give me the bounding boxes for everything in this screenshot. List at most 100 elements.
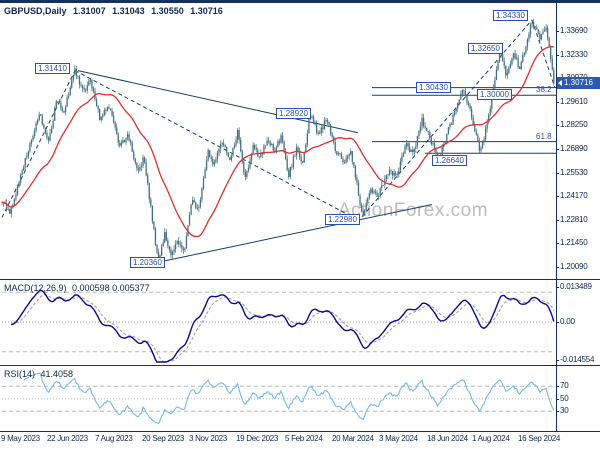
candle-body — [1, 201, 3, 203]
candle-body — [469, 105, 471, 110]
candle-body — [343, 162, 346, 163]
candle-body — [514, 53, 516, 59]
candle-body — [491, 95, 493, 109]
candle-body — [365, 203, 367, 211]
candle-body — [202, 178, 205, 189]
candle-body — [145, 162, 147, 176]
time-axis-label: 3 Nov 2023 — [189, 434, 227, 443]
candle-body — [125, 137, 127, 143]
candle-body — [267, 140, 270, 142]
candle-body — [209, 150, 211, 158]
candle-body — [21, 170, 23, 176]
candle-body — [55, 101, 57, 109]
candle-body — [537, 29, 539, 34]
candle-body — [508, 67, 510, 73]
candle-body — [281, 135, 284, 142]
candle-body — [492, 87, 494, 96]
candle-body — [120, 142, 122, 146]
candle-body — [108, 106, 110, 109]
candle-body — [244, 172, 246, 177]
candle-body — [314, 123, 316, 125]
candle-body — [185, 236, 188, 249]
candle-body — [61, 108, 64, 111]
candle-body — [308, 118, 310, 134]
candle-body — [472, 117, 474, 125]
candle-body — [427, 131, 429, 132]
price-axis-label: 1.22810 — [560, 215, 588, 224]
candle-body — [140, 166, 143, 167]
candle-body — [374, 191, 377, 193]
axis-tick — [556, 360, 559, 361]
candle-body — [286, 158, 288, 170]
candle-body — [449, 124, 451, 128]
candle-body — [156, 245, 158, 253]
axis-tick — [556, 149, 559, 150]
trendline-4[interactable] — [157, 204, 433, 263]
price-axis-label: 1.20090 — [560, 262, 588, 271]
separator-main-macd[interactable] — [0, 279, 600, 280]
candle-body — [407, 143, 409, 147]
candle-body — [298, 150, 301, 157]
candle-body — [238, 130, 240, 140]
candle-body — [232, 147, 234, 156]
candle-body — [235, 139, 237, 146]
price-axis-label: 1.29610 — [560, 97, 588, 106]
trendline-1[interactable] — [1, 70, 76, 218]
candle-body — [136, 162, 138, 169]
price-axis-separator — [556, 3, 557, 431]
candle-body — [230, 155, 233, 160]
candle-body — [213, 162, 215, 165]
candle-body — [288, 169, 290, 177]
candle-body — [511, 58, 513, 65]
candle-body — [80, 84, 82, 86]
candle-body — [475, 131, 477, 135]
candle-body — [71, 79, 73, 88]
candle-body — [50, 128, 53, 134]
candle-body — [32, 136, 34, 141]
trendline-5[interactable] — [361, 19, 533, 218]
candle-body — [233, 145, 236, 148]
candle-body — [371, 188, 374, 193]
candle-body — [247, 167, 250, 171]
candle-body — [297, 147, 299, 151]
separator-macd-rsi[interactable] — [0, 365, 600, 366]
candle-body — [317, 132, 319, 134]
candle-body — [395, 173, 397, 175]
candle-body — [525, 47, 527, 54]
trendline-3[interactable] — [77, 70, 359, 134]
candle-body — [46, 132, 48, 138]
macd-axis-label: 0.00 — [560, 317, 575, 326]
price-axis[interactable]: 1.336901.323301.309701.296101.282501.268… — [556, 0, 600, 450]
trendline-2[interactable] — [74, 70, 353, 218]
price-axis-label: 1.25530 — [560, 168, 588, 177]
trendline-6[interactable] — [531, 19, 556, 89]
candle-body — [139, 167, 141, 171]
candle-body — [356, 177, 358, 183]
candlesticks[interactable] — [1, 18, 555, 265]
candle-body — [305, 144, 307, 152]
time-axis[interactable]: 9 May 2023 22 Jun 2023 7 Aug 2023 20 Sep 20… — [0, 432, 560, 450]
candle-body — [24, 158, 26, 168]
candle-body — [195, 202, 197, 209]
candle-body — [173, 249, 175, 252]
candle-body — [303, 151, 305, 163]
candle-body — [226, 147, 228, 153]
candle-body — [497, 61, 499, 70]
candle-body — [60, 102, 62, 109]
candle-body — [266, 140, 268, 146]
rsi-axis-label: 50 — [560, 394, 569, 403]
candle-body — [264, 145, 267, 147]
candle-body — [74, 68, 76, 75]
candle-body — [99, 108, 101, 120]
candle-body — [164, 232, 166, 243]
candle-body — [95, 99, 98, 106]
candle-body — [162, 242, 164, 247]
candle-body — [418, 131, 420, 136]
candle-body — [460, 94, 462, 100]
time-axis-label: 1 Aug 2024 — [472, 434, 510, 443]
candle-body — [385, 175, 388, 179]
candle-body — [500, 52, 502, 55]
macd-values: 0.000598 0.005377 — [72, 283, 150, 293]
candle-body — [551, 58, 553, 70]
